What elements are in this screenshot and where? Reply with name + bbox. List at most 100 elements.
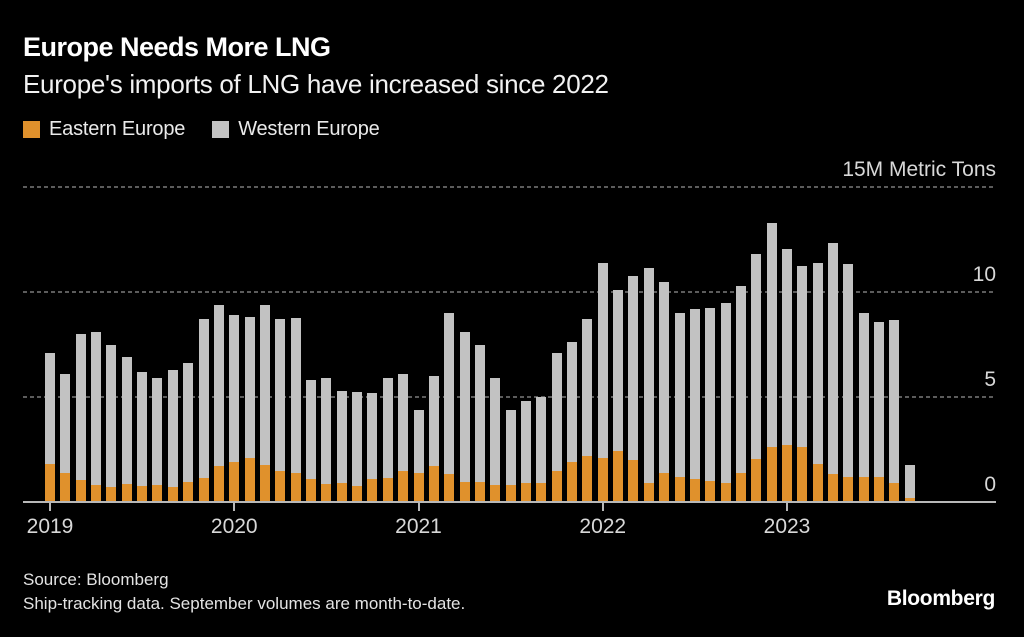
bar-2020-06 [306,187,317,502]
bar-segment-western-europe [628,276,639,460]
bar-2022-11 [751,187,762,502]
legend-label: Eastern Europe [49,118,186,140]
bar-2019-11 [198,187,209,502]
bar-2019-01 [45,187,55,502]
bar-segment-eastern-europe [643,483,654,502]
bar-segment-western-europe [643,267,654,484]
bar-2022-05 [659,187,670,502]
bar-segment-western-europe [352,391,363,487]
bar-segment-eastern-europe [490,485,501,502]
chart-subtitle: Europe's imports of LNG have increased s… [23,69,609,99]
bar-segment-western-europe [444,313,455,474]
bar-2020-09 [352,187,363,502]
bar-segment-eastern-europe [336,483,347,502]
bar-segment-western-europe [828,242,839,474]
bar-segment-eastern-europe [198,477,209,502]
bar-segment-eastern-europe [474,482,485,502]
bar-2023-08 [889,187,900,502]
bar-segment-eastern-europe [843,476,854,502]
bar-segment-western-europe [275,319,286,471]
bar-2022-04 [643,187,654,502]
gridline-15 [23,186,996,188]
bar-segment-western-europe [137,371,148,487]
bar-segment-western-europe [904,465,915,498]
bar-segment-eastern-europe [613,450,624,502]
bar-2023-04 [828,187,839,502]
bar-2020-02 [244,187,255,502]
bar-2020-11 [382,187,393,502]
legend-swatch-icon [23,121,40,138]
bar-segment-eastern-europe [428,466,439,502]
bar-segment-western-europe [306,380,317,479]
bar-2021-07 [505,187,516,502]
bar-segment-western-europe [229,315,240,463]
y-axis-label-10: 10 [972,263,996,286]
bar-segment-western-europe [336,390,347,484]
bar-segment-eastern-europe [889,483,900,502]
bar-segment-western-europe [167,369,178,488]
bar-2019-05 [106,187,117,502]
bar-2023-05 [843,187,854,502]
bar-segment-eastern-europe [520,483,531,502]
bar-segment-western-europe [398,373,409,471]
bar-segment-eastern-europe [382,477,393,502]
bar-segment-eastern-europe [751,458,762,502]
x-axis-tick-2021 [417,502,420,511]
bar-segment-eastern-europe [782,445,792,502]
bar-2021-09 [536,187,547,502]
bar-segment-western-europe [597,262,608,458]
x-axis-label-2021: 2021 [395,515,442,538]
bar-segment-western-europe [121,357,132,485]
bar-segment-eastern-europe [91,485,102,502]
bar-segment-eastern-europe [689,478,700,502]
bar-segment-eastern-europe [444,473,455,502]
bar-segment-eastern-europe [213,466,224,502]
bar-2019-12 [213,187,224,502]
bar-segment-western-europe [321,378,332,485]
bar-2021-08 [520,187,531,502]
y-axis-label-5: 5 [984,368,996,391]
bar-segment-eastern-europe [628,460,639,502]
bar-segment-eastern-europe [567,462,578,502]
bar-segment-western-europe [75,334,86,480]
bar-2019-08 [152,187,163,502]
bar-segment-eastern-europe [167,487,178,502]
bar-segment-eastern-europe [858,476,869,502]
bar-2022-06 [674,187,685,502]
bar-segment-eastern-europe [766,447,777,502]
bar-2021-12 [582,187,593,502]
bar-segment-western-europe [45,352,55,465]
bar-segment-western-europe [705,307,716,481]
bar-2019-10 [183,187,194,502]
bloomberg-logo: Bloomberg [886,587,995,610]
bar-segment-western-europe [567,342,578,463]
bar-segment-western-europe [797,265,808,448]
bar-2019-07 [137,187,148,502]
bar-segment-eastern-europe [106,487,117,502]
bar-2022-12 [766,187,777,502]
bar-2023-09 [904,187,915,502]
bar-segment-eastern-europe [828,473,839,502]
bar-segment-western-europe [582,319,593,456]
legend-item-eastern-europe: Eastern Europe [23,118,185,141]
bar-segment-western-europe [91,331,102,486]
bar-segment-eastern-europe [659,472,670,502]
bar-2020-07 [321,187,332,502]
bar-segment-eastern-europe [60,472,71,502]
bar-2020-03 [259,187,270,502]
bar-segment-eastern-europe [874,476,885,502]
bar-2022-10 [735,187,746,502]
bar-2022-01 [597,187,608,502]
bar-segment-eastern-europe [152,485,163,502]
bar-2021-02 [428,187,439,502]
bar-segment-western-europe [152,378,163,486]
bar-2021-06 [490,187,501,502]
bar-2021-05 [474,187,485,502]
bar-segment-eastern-europe [45,464,55,502]
bar-2022-08 [705,187,716,502]
bar-segment-eastern-europe [229,462,240,502]
bar-2023-01 [782,187,792,502]
bar-2023-07 [874,187,885,502]
bar-segment-eastern-europe [259,465,270,502]
